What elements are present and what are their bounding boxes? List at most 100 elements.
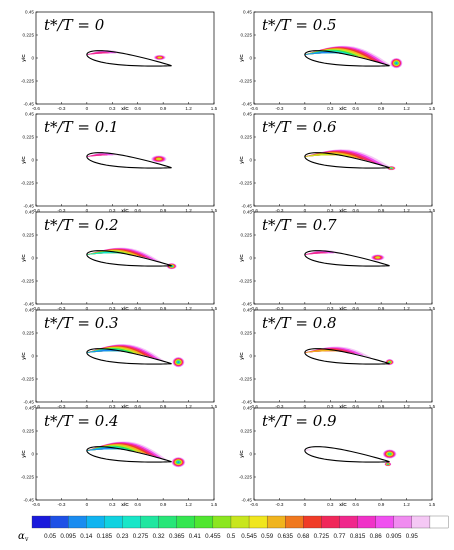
- colorbar-tick-label: 0.05: [44, 533, 57, 540]
- y-tick-label: -0.225: [21, 377, 34, 382]
- x-tick-label: 0: [304, 404, 307, 409]
- x-tick-label: 0.6: [135, 404, 142, 409]
- panel-frame: [253, 309, 433, 403]
- cavity-cloud: [158, 56, 162, 59]
- x-tick-label: 1.2: [403, 106, 410, 111]
- colorbar-swatch: [122, 515, 141, 529]
- x-tick-label: 0.6: [135, 502, 142, 507]
- hydrofoil-outline: [304, 250, 390, 267]
- y-axis-label: y/C: [239, 352, 245, 360]
- x-tick-label: 1.2: [185, 404, 192, 409]
- colorbar-tick-label: 0.86: [370, 533, 383, 540]
- y-tick-label: 0.225: [241, 233, 253, 238]
- cavity-contour: [86, 51, 110, 55]
- x-tick-label: 1.5: [211, 404, 218, 409]
- y-tick-label: -0.225: [21, 279, 34, 284]
- y-tick-label: 0.225: [241, 331, 253, 336]
- y-tick-label: 0.45: [25, 112, 34, 117]
- hydrofoil-outline: [304, 50, 390, 67]
- panel-frame: [253, 407, 433, 501]
- x-tick-label: 0.6: [353, 106, 360, 111]
- y-tick-label: -0.45: [242, 498, 253, 503]
- colorbar-swatch: [303, 515, 322, 529]
- y-tick-label: 0.45: [243, 210, 252, 215]
- panel-7: -0.6 -0.3 0 0.3 0.6 0.9 1.2 1.5 0.45 0.225 0 -0.225…: [239, 308, 436, 410]
- colorbar-tick-label: 0.275: [133, 533, 149, 540]
- x-tick-label: 1.5: [211, 208, 218, 213]
- x-axis-label: x/C: [121, 106, 129, 112]
- panel-frame: [253, 11, 433, 105]
- x-axis-label: x/C: [339, 208, 347, 214]
- colorbar-tick-label: 0.59: [261, 533, 274, 540]
- x-tick-label: 1.5: [211, 306, 218, 311]
- cavity-contour: [304, 153, 351, 157]
- x-tick-label: 0: [304, 502, 307, 507]
- colorbar-legend: 0.05 0.095 0.14 0.185 0.23 0.275 0.32 0.365 0.41…: [18, 515, 449, 543]
- x-tick-label: 1.5: [429, 106, 436, 111]
- hydrofoil-outline: [86, 50, 172, 67]
- y-tick-label: -0.45: [24, 400, 35, 405]
- colorbar-swatch: [194, 515, 214, 529]
- colorbar-swatch: [248, 515, 268, 529]
- x-tick-label: 0.6: [353, 502, 360, 507]
- y-tick-label: -0.225: [239, 475, 252, 480]
- colorbar-tick-label: 0.95: [406, 533, 419, 540]
- y-tick-label: -0.225: [239, 79, 252, 84]
- cavity-contour: [86, 251, 122, 255]
- x-tick-label: 1.5: [429, 502, 436, 507]
- colorbar-swatch: [285, 515, 304, 529]
- colorbar-swatch: [212, 515, 232, 529]
- colorbar-tick-label: 0.14: [80, 533, 93, 540]
- colorbar-label-subscript: v: [24, 536, 29, 543]
- hydrofoil-outline: [304, 152, 390, 169]
- x-tick-label: 0: [304, 208, 307, 213]
- x-tick-label: 0.9: [378, 208, 385, 213]
- y-tick-label: -0.45: [242, 204, 253, 209]
- x-tick-label: 0.9: [378, 502, 385, 507]
- panel-frame: [35, 211, 215, 305]
- colorbar-tick-label: 0.725: [314, 533, 330, 540]
- x-tick-label: 0.6: [135, 106, 142, 111]
- panel-title: t*/T = 0.6: [262, 118, 337, 136]
- y-tick-label: -0.45: [242, 302, 253, 307]
- y-tick-label: -0.45: [242, 400, 253, 405]
- colorbar-swatch: [49, 515, 69, 529]
- x-tick-label: 0.9: [160, 106, 167, 111]
- x-tick-label: 1.5: [211, 502, 218, 507]
- x-axis-label: x/C: [339, 106, 347, 112]
- colorbar-swatch: [429, 515, 449, 529]
- y-tick-label: 0.45: [243, 406, 252, 411]
- colorbar-tick-label: 0.455: [205, 533, 221, 540]
- y-tick-label: 0: [31, 256, 34, 261]
- colorbar-swatch: [339, 515, 359, 529]
- x-tick-label: -0.6: [32, 306, 40, 311]
- y-axis-label: y/C: [21, 352, 27, 360]
- x-tick-label: 0: [86, 208, 89, 213]
- panel-4: -0.6 -0.3 0 0.3 0.6 0.9 1.2 1.5 0.45 0.225 0 -0.225…: [21, 210, 218, 312]
- x-tick-label: 0.6: [135, 208, 142, 213]
- cavity-cloud: [376, 256, 380, 259]
- x-tick-label: 0.6: [353, 404, 360, 409]
- colorbar-swatch: [411, 515, 431, 529]
- panel-title: t*/T = 0.8: [262, 314, 337, 332]
- cavity-cloud: [387, 463, 389, 465]
- colorbar-tick-label: 0.77: [333, 533, 346, 540]
- y-axis-label: y/C: [21, 450, 27, 458]
- x-tick-label: 1.5: [429, 208, 436, 213]
- panel-6: -0.6 -0.3 0 0.3 0.6 0.9 1.2 1.5 0.45 0.225 0 -0.225…: [21, 308, 218, 410]
- y-tick-label: 0.45: [25, 10, 34, 15]
- panel-frame: [253, 211, 433, 305]
- x-tick-label: -0.3: [57, 306, 65, 311]
- panel-9: -0.6 -0.3 0 0.3 0.6 0.9 1.2 1.5 0.45 0.225 0 -0.225…: [239, 406, 436, 508]
- colorbar-swatch: [357, 515, 377, 529]
- x-tick-label: -0.3: [275, 306, 283, 311]
- x-tick-label: 0.9: [160, 208, 167, 213]
- y-tick-label: 0.225: [23, 135, 35, 140]
- x-tick-label: 1.2: [403, 208, 410, 213]
- y-tick-label: -0.45: [24, 302, 35, 307]
- x-tick-label: -0.3: [57, 502, 65, 507]
- colorbar-swatch: [393, 515, 413, 529]
- x-tick-label: -0.6: [250, 502, 258, 507]
- y-tick-label: 0: [249, 56, 252, 61]
